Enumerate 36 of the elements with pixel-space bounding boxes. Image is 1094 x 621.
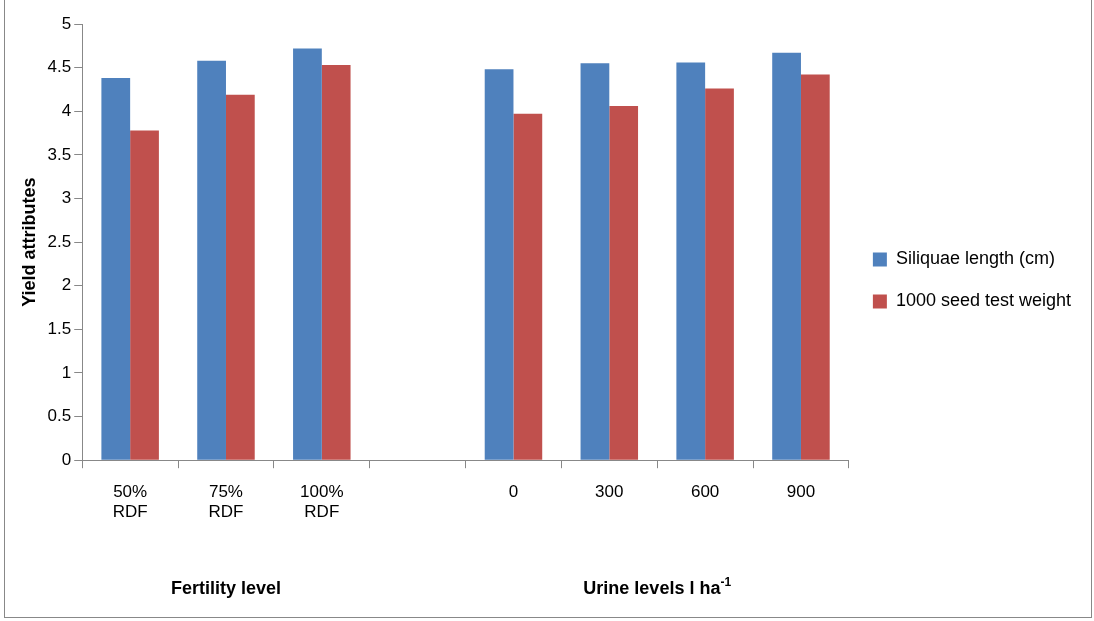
bar xyxy=(101,78,131,460)
x-tick-label: 75% RDF xyxy=(208,482,244,522)
x-tick-label: 50% RDF xyxy=(112,482,148,522)
y-axis-title: Yield attributes xyxy=(18,177,39,307)
bar xyxy=(513,113,543,460)
y-tick-label: 4.5 xyxy=(47,57,72,77)
y-tick-label: 3 xyxy=(61,188,72,208)
text: Fertility level xyxy=(170,578,282,598)
bar xyxy=(609,106,639,460)
x-tick-label: 100% RDF xyxy=(300,482,344,522)
bar xyxy=(484,69,514,460)
bar xyxy=(676,62,706,460)
x-tick-label: 300 xyxy=(595,482,624,502)
y-tick-label: 1.5 xyxy=(47,319,72,339)
bar xyxy=(800,74,830,460)
bar xyxy=(293,48,322,460)
legend-label: Siliquae length (cm) xyxy=(895,248,1055,269)
y-tick-label: 5 xyxy=(61,13,72,33)
y-tick-label: 1 xyxy=(61,362,72,382)
y-tick-label: 0 xyxy=(61,449,72,469)
x-tick-label: 0 xyxy=(508,482,519,502)
bar xyxy=(130,130,159,460)
y-tick-label: 2.5 xyxy=(47,231,72,251)
bar xyxy=(772,52,801,460)
bar xyxy=(321,65,351,460)
bar xyxy=(225,94,255,460)
bar xyxy=(580,63,610,460)
bar xyxy=(197,60,226,460)
legend-label: 1000 seed test weight xyxy=(895,290,1071,311)
y-tick-label: 2 xyxy=(61,275,72,295)
x-tick-label: 600 xyxy=(690,482,720,502)
bar xyxy=(705,88,734,460)
y-tick-label: 0.5 xyxy=(47,406,72,426)
y-tick-label: 4 xyxy=(61,100,72,120)
x-tick-label: 900 xyxy=(786,482,816,502)
y-tick-label: 3.5 xyxy=(47,144,72,164)
